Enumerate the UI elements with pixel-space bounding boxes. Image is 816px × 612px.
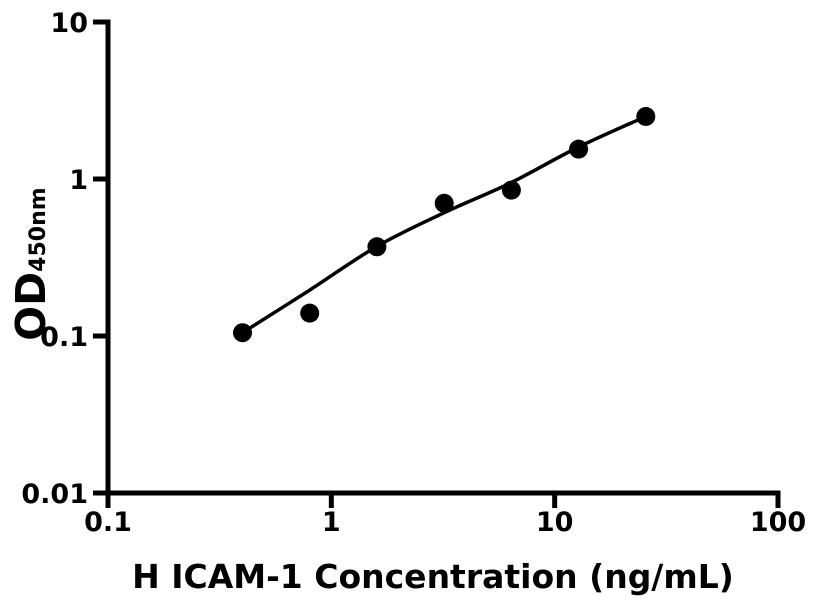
y-tick-label: 0.01 xyxy=(21,479,88,510)
data-point xyxy=(434,193,454,213)
data-point xyxy=(233,323,252,343)
x-axis-title: H ICAM-1 Concentration (ng/mL) xyxy=(132,557,734,596)
data-point xyxy=(501,180,521,200)
axis-spines xyxy=(105,22,778,496)
y-axis-title-subscript: 450nm xyxy=(26,187,51,272)
x-tick-label: 0.1 xyxy=(84,507,132,538)
x-tick-label: 10 xyxy=(536,507,574,538)
y-axis-title-main: OD xyxy=(7,272,55,341)
data-point xyxy=(367,237,387,257)
y-tick-label: 10 xyxy=(50,8,88,39)
y-tick-label: 0.1 xyxy=(40,322,88,353)
y-axis-title: OD450nm xyxy=(7,187,55,340)
y-tick-label: 1 xyxy=(69,165,88,196)
x-tick-label: 1 xyxy=(322,507,341,538)
data-point xyxy=(636,107,656,126)
data-point xyxy=(569,139,589,159)
data-point xyxy=(300,303,320,323)
x-tick-label: 100 xyxy=(750,507,806,538)
